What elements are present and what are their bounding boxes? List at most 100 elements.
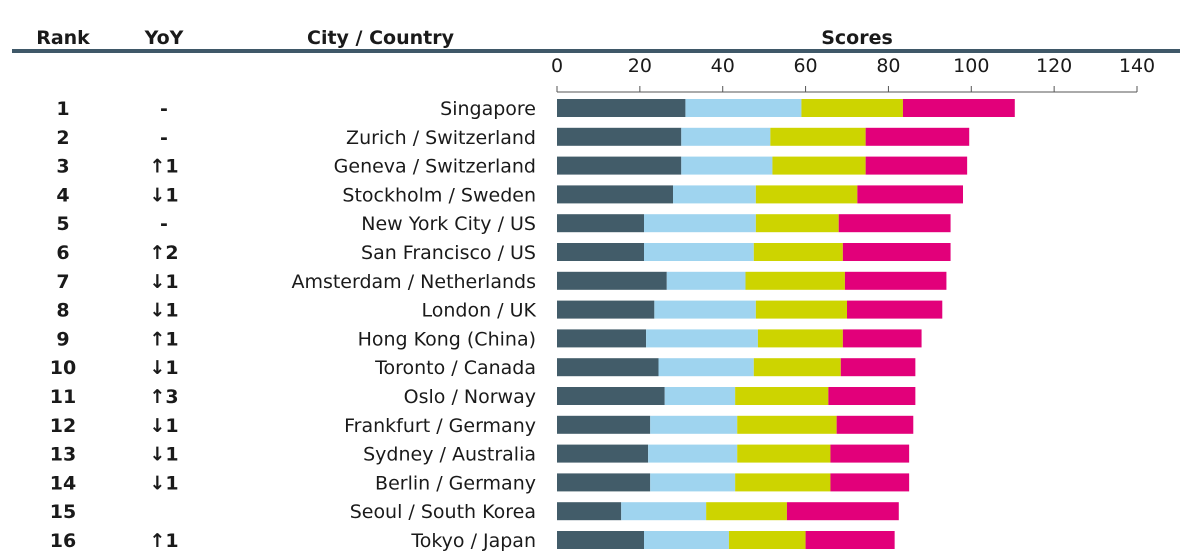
x-tick-label: 120 [1036, 55, 1072, 77]
yoy-label: ↑3 [149, 386, 178, 408]
x-tick-label: 0 [551, 55, 563, 77]
bar-segment-4 [840, 358, 916, 377]
rank-label: 3 [56, 156, 69, 178]
city-label: Singapore [440, 98, 536, 120]
rank-label: 16 [50, 530, 76, 552]
city-label: Oslo / Norway [404, 386, 536, 408]
rank-label: 6 [56, 242, 69, 264]
chart-row: 5 - New York City / US [56, 213, 951, 235]
yoy-label: ↑2 [149, 242, 178, 264]
bar-segment-1 [557, 185, 673, 204]
bar-segment-1 [557, 300, 655, 319]
rank-label: 5 [56, 213, 69, 235]
city-label: New York City / US [361, 213, 536, 235]
yoy-label: ↑1 [149, 328, 178, 350]
rank-label: 2 [56, 127, 69, 149]
yoy-header: YoY [144, 27, 184, 49]
bar-segment-4 [902, 99, 1015, 117]
rank-label: 10 [50, 357, 76, 379]
chart-row: 8 ↓1 London / UK [56, 300, 943, 322]
x-tick-label: 60 [793, 55, 817, 77]
yoy-label: - [160, 213, 168, 235]
x-tick-label: 80 [876, 55, 900, 77]
city-label: Frankfurt / Germany [344, 415, 536, 437]
bar-segment-2 [681, 127, 771, 146]
chart-rows: 1 - Singapore 2 - Zurich / Switzerland 3 ↑1 Gene… [50, 98, 1015, 552]
chart-row: 12 ↓1 Frankfurt / Germany [50, 415, 914, 437]
rank-label: 13 [50, 444, 76, 466]
bar-segment-3 [753, 243, 843, 261]
chart-row: 10 ↓1 Toronto / Canada [50, 357, 916, 379]
chart-row: 11 ↑3 Oslo / Norway [50, 386, 916, 408]
bar-segment-2 [666, 271, 746, 290]
bar-segment-2 [644, 243, 754, 261]
bar-segment-4 [836, 415, 914, 434]
chart-row: 1 - Singapore [56, 98, 1015, 120]
bar-segment-1 [557, 243, 644, 261]
bar-segment-2 [644, 214, 756, 233]
scores-header: Scores [821, 27, 893, 49]
city-label: Tokyo / Japan [410, 530, 536, 552]
bar-segment-1 [557, 531, 644, 549]
chart-row: 16 ↑1 Tokyo / Japan [50, 530, 895, 552]
city-label: San Francisco / US [361, 242, 536, 264]
yoy-label: ↑1 [149, 530, 178, 552]
bar-segment-1 [557, 444, 649, 463]
chart-row: 14 ↓1 Berlin / Germany [50, 472, 910, 494]
bar-segment-2 [621, 502, 707, 521]
bar-segment-1 [557, 387, 665, 405]
rank-label: 9 [56, 328, 69, 350]
bar-segment-3 [735, 387, 829, 405]
bar-segment-1 [557, 99, 686, 117]
bar-segment-4 [865, 127, 970, 146]
city-label: Hong Kong (China) [358, 328, 536, 350]
bar-segment-4 [857, 185, 963, 204]
bar-segment-3 [737, 444, 831, 463]
yoy-label: ↓1 [149, 300, 178, 322]
bar-segment-3 [745, 271, 845, 290]
bar-segment-2 [650, 473, 736, 492]
yoy-label: - [160, 98, 168, 120]
city-label: Berlin / Germany [375, 472, 536, 494]
city-label: Sydney / Australia [363, 444, 536, 466]
city-label: Stockholm / Sweden [342, 184, 536, 206]
chart-row: 2 - Zurich / Switzerland [56, 127, 970, 149]
yoy-label: ↓1 [149, 271, 178, 293]
chart-row: 15 Seoul / South Korea [50, 501, 899, 523]
bar-segment-2 [644, 531, 729, 549]
bar-segment-4 [830, 473, 910, 492]
x-tick-label: 40 [711, 55, 735, 77]
yoy-label: ↓1 [149, 184, 178, 206]
bar-segment-4 [844, 271, 947, 290]
bar-segment-3 [735, 473, 831, 492]
bar-segment-4 [865, 156, 968, 175]
bar-segment-4 [830, 444, 910, 463]
bar-segment-3 [737, 415, 837, 434]
bar-segment-2 [664, 387, 736, 405]
bar-segment-2 [673, 185, 756, 204]
bar-segment-2 [685, 99, 802, 117]
bar-segment-1 [557, 271, 667, 290]
bar-segment-1 [557, 502, 622, 521]
bar-segment-3 [772, 156, 866, 175]
bar-segment-3 [755, 300, 847, 319]
yoy-label: ↓1 [149, 415, 178, 437]
bar-segment-3 [755, 185, 858, 204]
yoy-label: ↓1 [149, 357, 178, 379]
bar-segment-2 [654, 300, 756, 319]
city-label: Toronto / Canada [374, 357, 536, 379]
rank-label: 8 [56, 300, 69, 322]
bar-segment-3 [770, 127, 866, 146]
bar-segment-4 [842, 329, 922, 348]
bar-segment-1 [557, 127, 682, 146]
chart-row: 4 ↓1 Stockholm / Sweden [56, 184, 963, 206]
rank-label: 11 [50, 386, 76, 408]
city-label: Geneva / Switzerland [334, 156, 536, 178]
yoy-label: - [160, 127, 168, 149]
city-label: Amsterdam / Netherlands [291, 271, 536, 293]
bar-segment-2 [658, 358, 754, 377]
bar-segment-4 [786, 502, 899, 521]
bar-segment-4 [838, 214, 951, 233]
bar-segment-3 [755, 214, 839, 233]
